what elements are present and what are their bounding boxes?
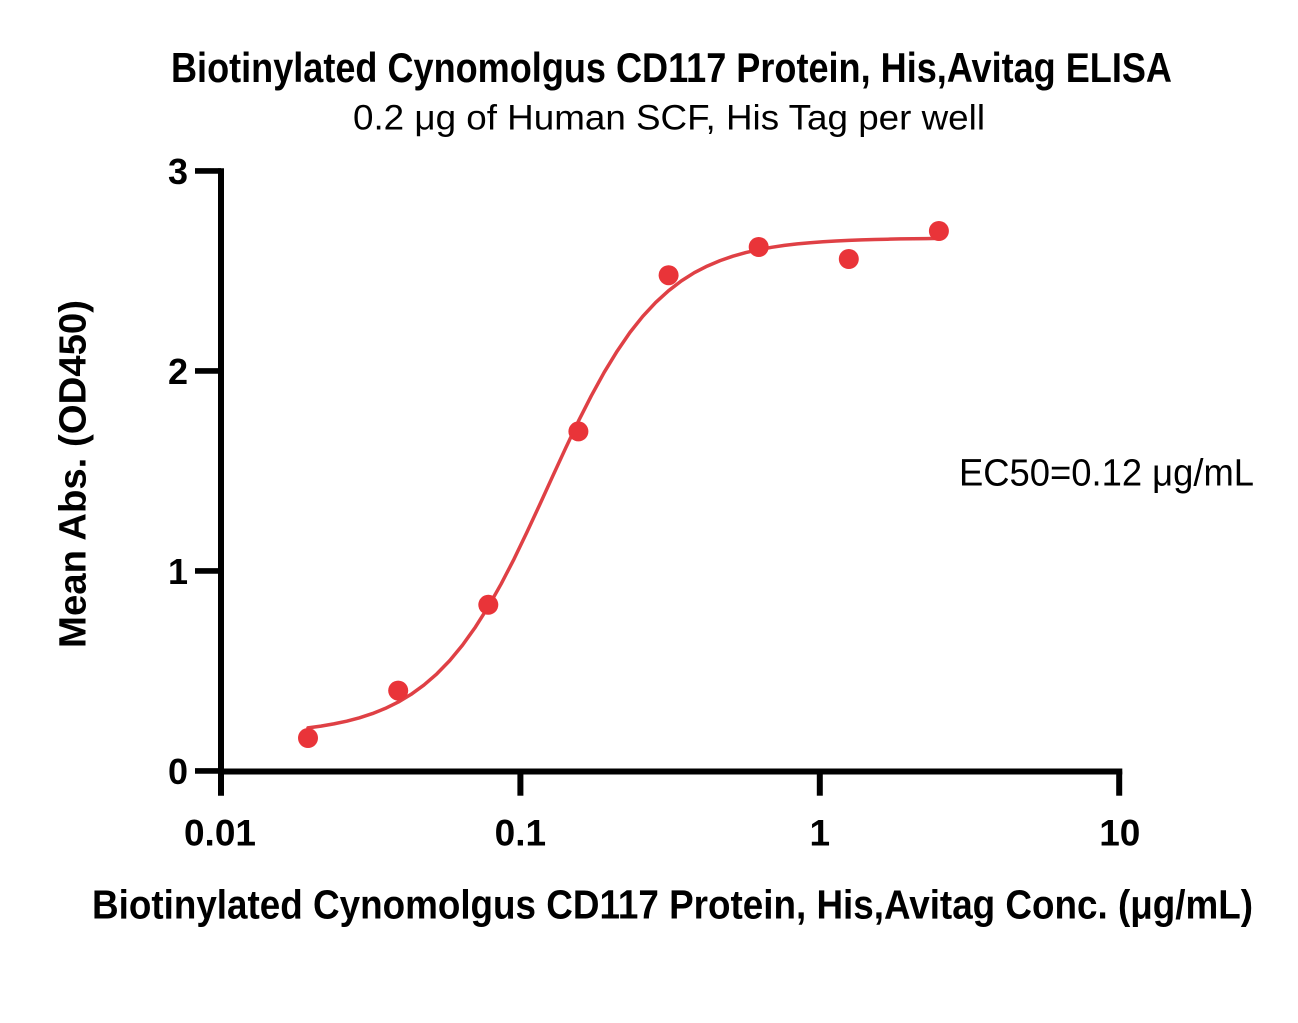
svg-text:10: 10 (1099, 813, 1140, 854)
svg-text:EC50=0.12 μg/mL: EC50=0.12 μg/mL (959, 452, 1254, 494)
svg-text:3: 3 (168, 151, 188, 192)
svg-text:2: 2 (168, 351, 188, 392)
svg-text:0.01: 0.01 (184, 813, 256, 854)
svg-text:0: 0 (168, 751, 188, 792)
svg-text:0.2 μg of Human SCF, His Tag p: 0.2 μg of Human SCF, His Tag per well (353, 99, 985, 138)
svg-text:Biotinylated Cynomolgus CD117: Biotinylated Cynomolgus CD117 Protein, H… (92, 882, 1253, 928)
svg-text:1: 1 (168, 551, 188, 592)
svg-text:Biotinylated Cynomolgus CD117: Biotinylated Cynomolgus CD117 Protein, H… (171, 44, 1172, 91)
svg-text:1: 1 (810, 813, 831, 854)
svg-text:0.1: 0.1 (495, 813, 546, 854)
svg-text:Mean Abs. (OD450): Mean Abs. (OD450) (53, 300, 95, 648)
